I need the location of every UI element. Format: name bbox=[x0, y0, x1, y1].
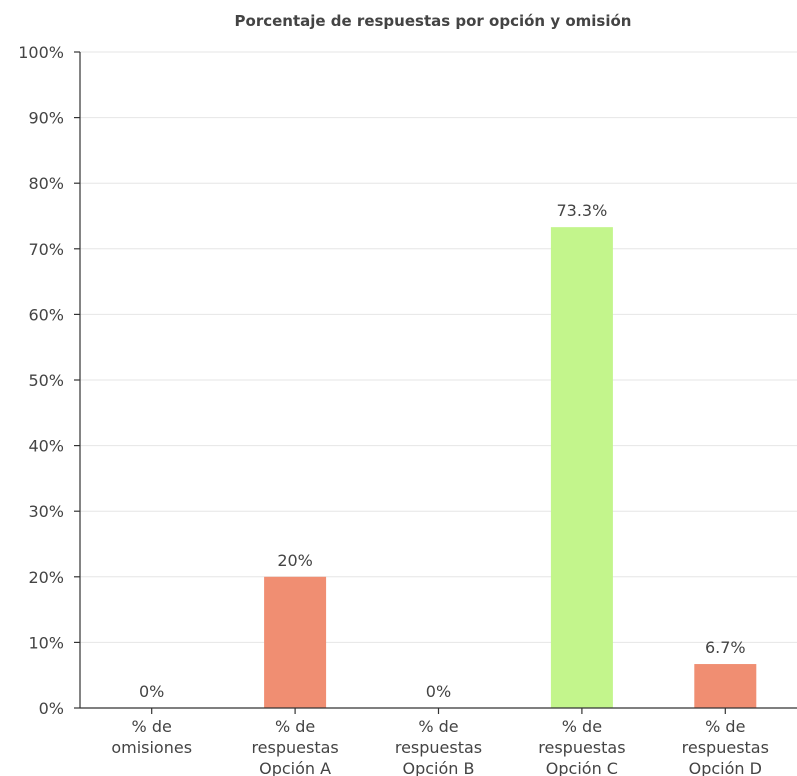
gridlines bbox=[80, 51, 797, 643]
x-tick-label: % de omisiones bbox=[111, 717, 192, 757]
y-tick-label: 100% bbox=[18, 43, 64, 62]
x-axis-ticks: % de omisiones % de respuestas Opción A % de r… bbox=[111, 708, 769, 776]
bar bbox=[694, 664, 757, 708]
y-tick-label: 10% bbox=[28, 633, 64, 652]
x-tick-label: % de respuestas Opción D bbox=[682, 717, 769, 776]
data-label: 20% bbox=[277, 551, 313, 570]
x-tick-label: % de respuestas Opción C bbox=[538, 717, 625, 776]
y-tick-label: 80% bbox=[28, 174, 64, 193]
y-tick-label: 60% bbox=[28, 305, 64, 324]
data-label: 0% bbox=[426, 682, 451, 701]
y-tick-label: 40% bbox=[28, 437, 64, 456]
bars bbox=[264, 227, 757, 709]
y-tick-label: 70% bbox=[28, 240, 64, 259]
y-tick-label: 50% bbox=[28, 371, 64, 390]
data-label: 0% bbox=[139, 682, 164, 701]
bar bbox=[550, 227, 613, 709]
y-axis-ticks: 0% 10% 20% 30% 40% 50% 60% 70% 80% 90% 100% bbox=[18, 43, 80, 718]
bar bbox=[264, 576, 327, 708]
x-tick-label: % de respuestas Opción A bbox=[251, 717, 338, 776]
data-label: 73.3% bbox=[556, 201, 607, 220]
chart-title: Porcentaje de respuestas por opción y om… bbox=[235, 12, 632, 30]
data-labels: 0% 20% 0% 73.3% 6.7% bbox=[139, 201, 746, 701]
y-tick-label: 20% bbox=[28, 568, 64, 587]
y-tick-label: 90% bbox=[28, 109, 64, 128]
x-tick-label: % de respuestas Opción B bbox=[395, 717, 482, 776]
y-tick-label: 30% bbox=[28, 502, 64, 521]
data-label: 6.7% bbox=[705, 638, 746, 657]
y-tick-label: 0% bbox=[39, 699, 64, 718]
